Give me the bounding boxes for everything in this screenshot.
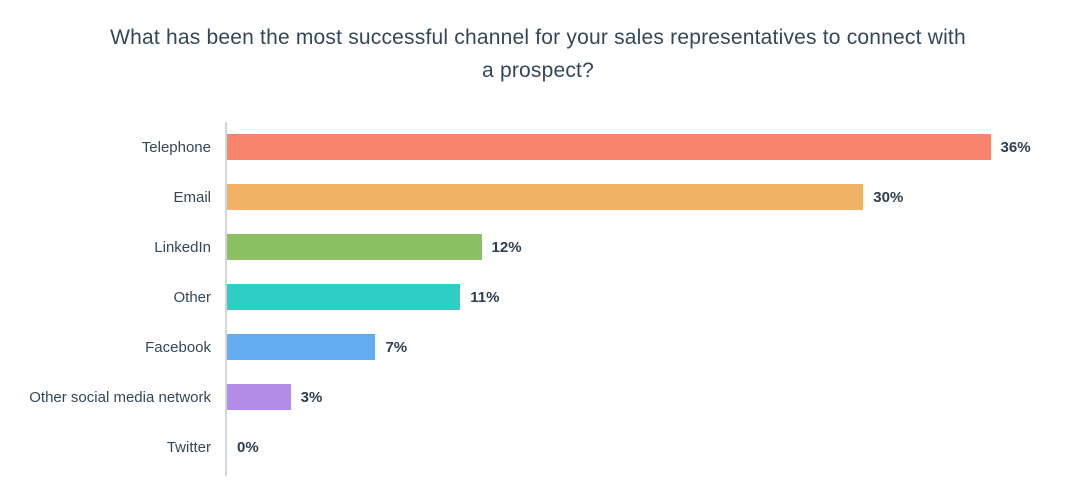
bar bbox=[227, 184, 864, 210]
category-label: Telephone bbox=[141, 138, 211, 156]
category-label: Email bbox=[173, 188, 211, 206]
bar bbox=[227, 334, 376, 360]
category-label: Facebook bbox=[145, 338, 211, 356]
bar-track: 12% bbox=[225, 222, 1076, 272]
category-label: LinkedIn bbox=[154, 238, 211, 256]
bar bbox=[227, 384, 291, 410]
value-label: 7% bbox=[385, 338, 408, 356]
category-label: Other bbox=[173, 288, 211, 306]
chart-row: Email 30% bbox=[0, 172, 1076, 222]
chart-row: LinkedIn 12% bbox=[0, 222, 1076, 272]
chart-row: Telephone 36% bbox=[0, 122, 1076, 172]
bar bbox=[227, 134, 991, 160]
bar-track: 3% bbox=[225, 372, 1076, 422]
bar bbox=[227, 284, 461, 310]
bar bbox=[227, 234, 482, 260]
category-label: Other social media network bbox=[29, 388, 211, 406]
chart-plot-area: Telephone 36% Email 30% LinkedIn 12% Other 11% F… bbox=[0, 122, 1076, 476]
chart-title: What has been the most successful channe… bbox=[110, 26, 966, 82]
value-label: 36% bbox=[1000, 138, 1031, 156]
value-label: 30% bbox=[873, 188, 904, 206]
y-axis-line bbox=[225, 472, 227, 476]
bar-track: 11% bbox=[225, 272, 1076, 322]
value-label: 3% bbox=[300, 388, 323, 406]
value-label: 11% bbox=[470, 288, 500, 306]
bar-track: 36% bbox=[225, 122, 1076, 172]
value-label: 12% bbox=[491, 238, 522, 256]
category-label: Twitter bbox=[166, 438, 211, 456]
chart-row: Facebook 7% bbox=[0, 322, 1076, 372]
chart-row: Twitter 0% bbox=[0, 422, 1076, 472]
bar-chart: What has been the most successful channe… bbox=[0, 22, 1076, 484]
chart-row: Other 11% bbox=[0, 272, 1076, 322]
bar-track: 30% bbox=[225, 172, 1076, 222]
chart-row: Other social media network 3% bbox=[0, 372, 1076, 422]
chart-rows: Telephone 36% Email 30% LinkedIn 12% Other 11% F… bbox=[0, 122, 1076, 472]
value-label: 0% bbox=[237, 438, 259, 456]
bar-track: 0% bbox=[225, 422, 1076, 472]
bar-track: 7% bbox=[225, 322, 1076, 372]
